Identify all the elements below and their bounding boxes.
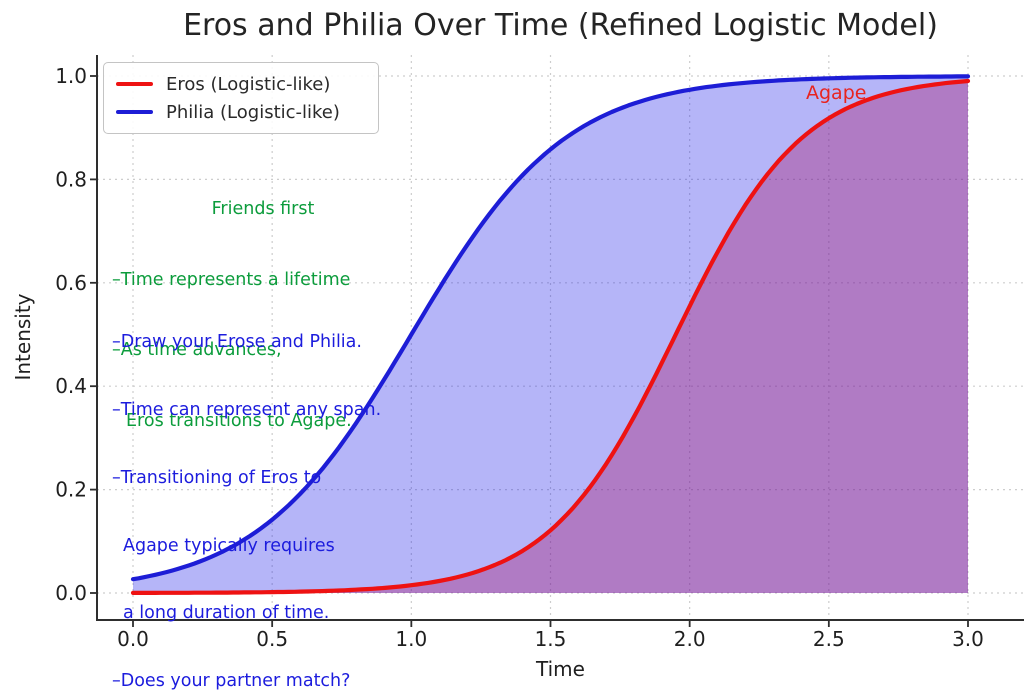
blue-note-line: –Transitioning of Eros to [112,467,322,488]
blue-note-line: –Draw your Erose and Philia. [112,332,362,353]
legend-item-philia: Philia (Logistic-like) [116,98,366,126]
x-tick-label: 1.0 [395,627,427,651]
legend-label-philia: Philia (Logistic-like) [166,101,340,123]
legend: Eros (Logistic-like) Philia (Logistic-li… [103,62,379,134]
y-tick-label: 0.2 [55,478,87,502]
y-tick-label: 1.0 [55,64,87,88]
y-tick-label: 0.0 [55,581,87,605]
green-note-line: Friends first [211,199,315,219]
x-tick-label: 1.5 [535,627,567,651]
x-tick-label: 3.0 [952,627,984,651]
legend-label-eros: Eros (Logistic-like) [166,73,331,95]
eros-area-fill [133,81,968,593]
blue-note-line: –Does your partner match? [112,671,351,692]
y-tick-label: 0.6 [55,271,87,295]
y-axis-label: Intensity [11,293,35,381]
legend-item-eros: Eros (Logistic-like) [116,70,366,98]
x-tick-label: 2.0 [674,627,706,651]
eros-line-sample [116,82,153,86]
curves [130,74,971,595]
tick-marks-and-labels: 0.0 0.5 1.0 1.5 2.0 2.5 3.0 0.0 0.2 0.4 0.6 0.8 1.0 [55,64,984,651]
x-tick-label: 2.5 [813,627,845,651]
axes [96,55,1024,621]
green-note-line: –Time represents a lifetime [112,269,351,290]
area-fills [133,76,968,593]
agape-label: Agape [806,82,867,104]
x-axis-label: Time [536,657,585,681]
green-annotation: Friends first –Time represents a lifetim… [112,151,414,480]
philia-curve [130,74,971,582]
y-tick-label: 0.8 [55,167,87,191]
philia-area-fill [133,76,968,593]
blue-note-line: Agape typically requires [123,535,335,556]
eros-curve [130,78,971,595]
chart-title: Eros and Philia Over Time (Refined Logis… [183,8,938,43]
x-tick-label: 0.0 [117,627,149,651]
y-tick-label: 0.4 [55,374,87,398]
blue-annotation: –Draw your Erose and Philia. –Time can r… [112,286,381,700]
green-note-line: Eros transitions to Agape. [126,410,352,431]
blue-note-line: –Time can represent any span. [112,399,382,420]
philia-line-sample [116,110,153,114]
blue-note-line: a long duration of time. [123,603,330,624]
x-tick-label: 0.5 [256,627,288,651]
green-note-line: –As time advances, [112,340,282,360]
